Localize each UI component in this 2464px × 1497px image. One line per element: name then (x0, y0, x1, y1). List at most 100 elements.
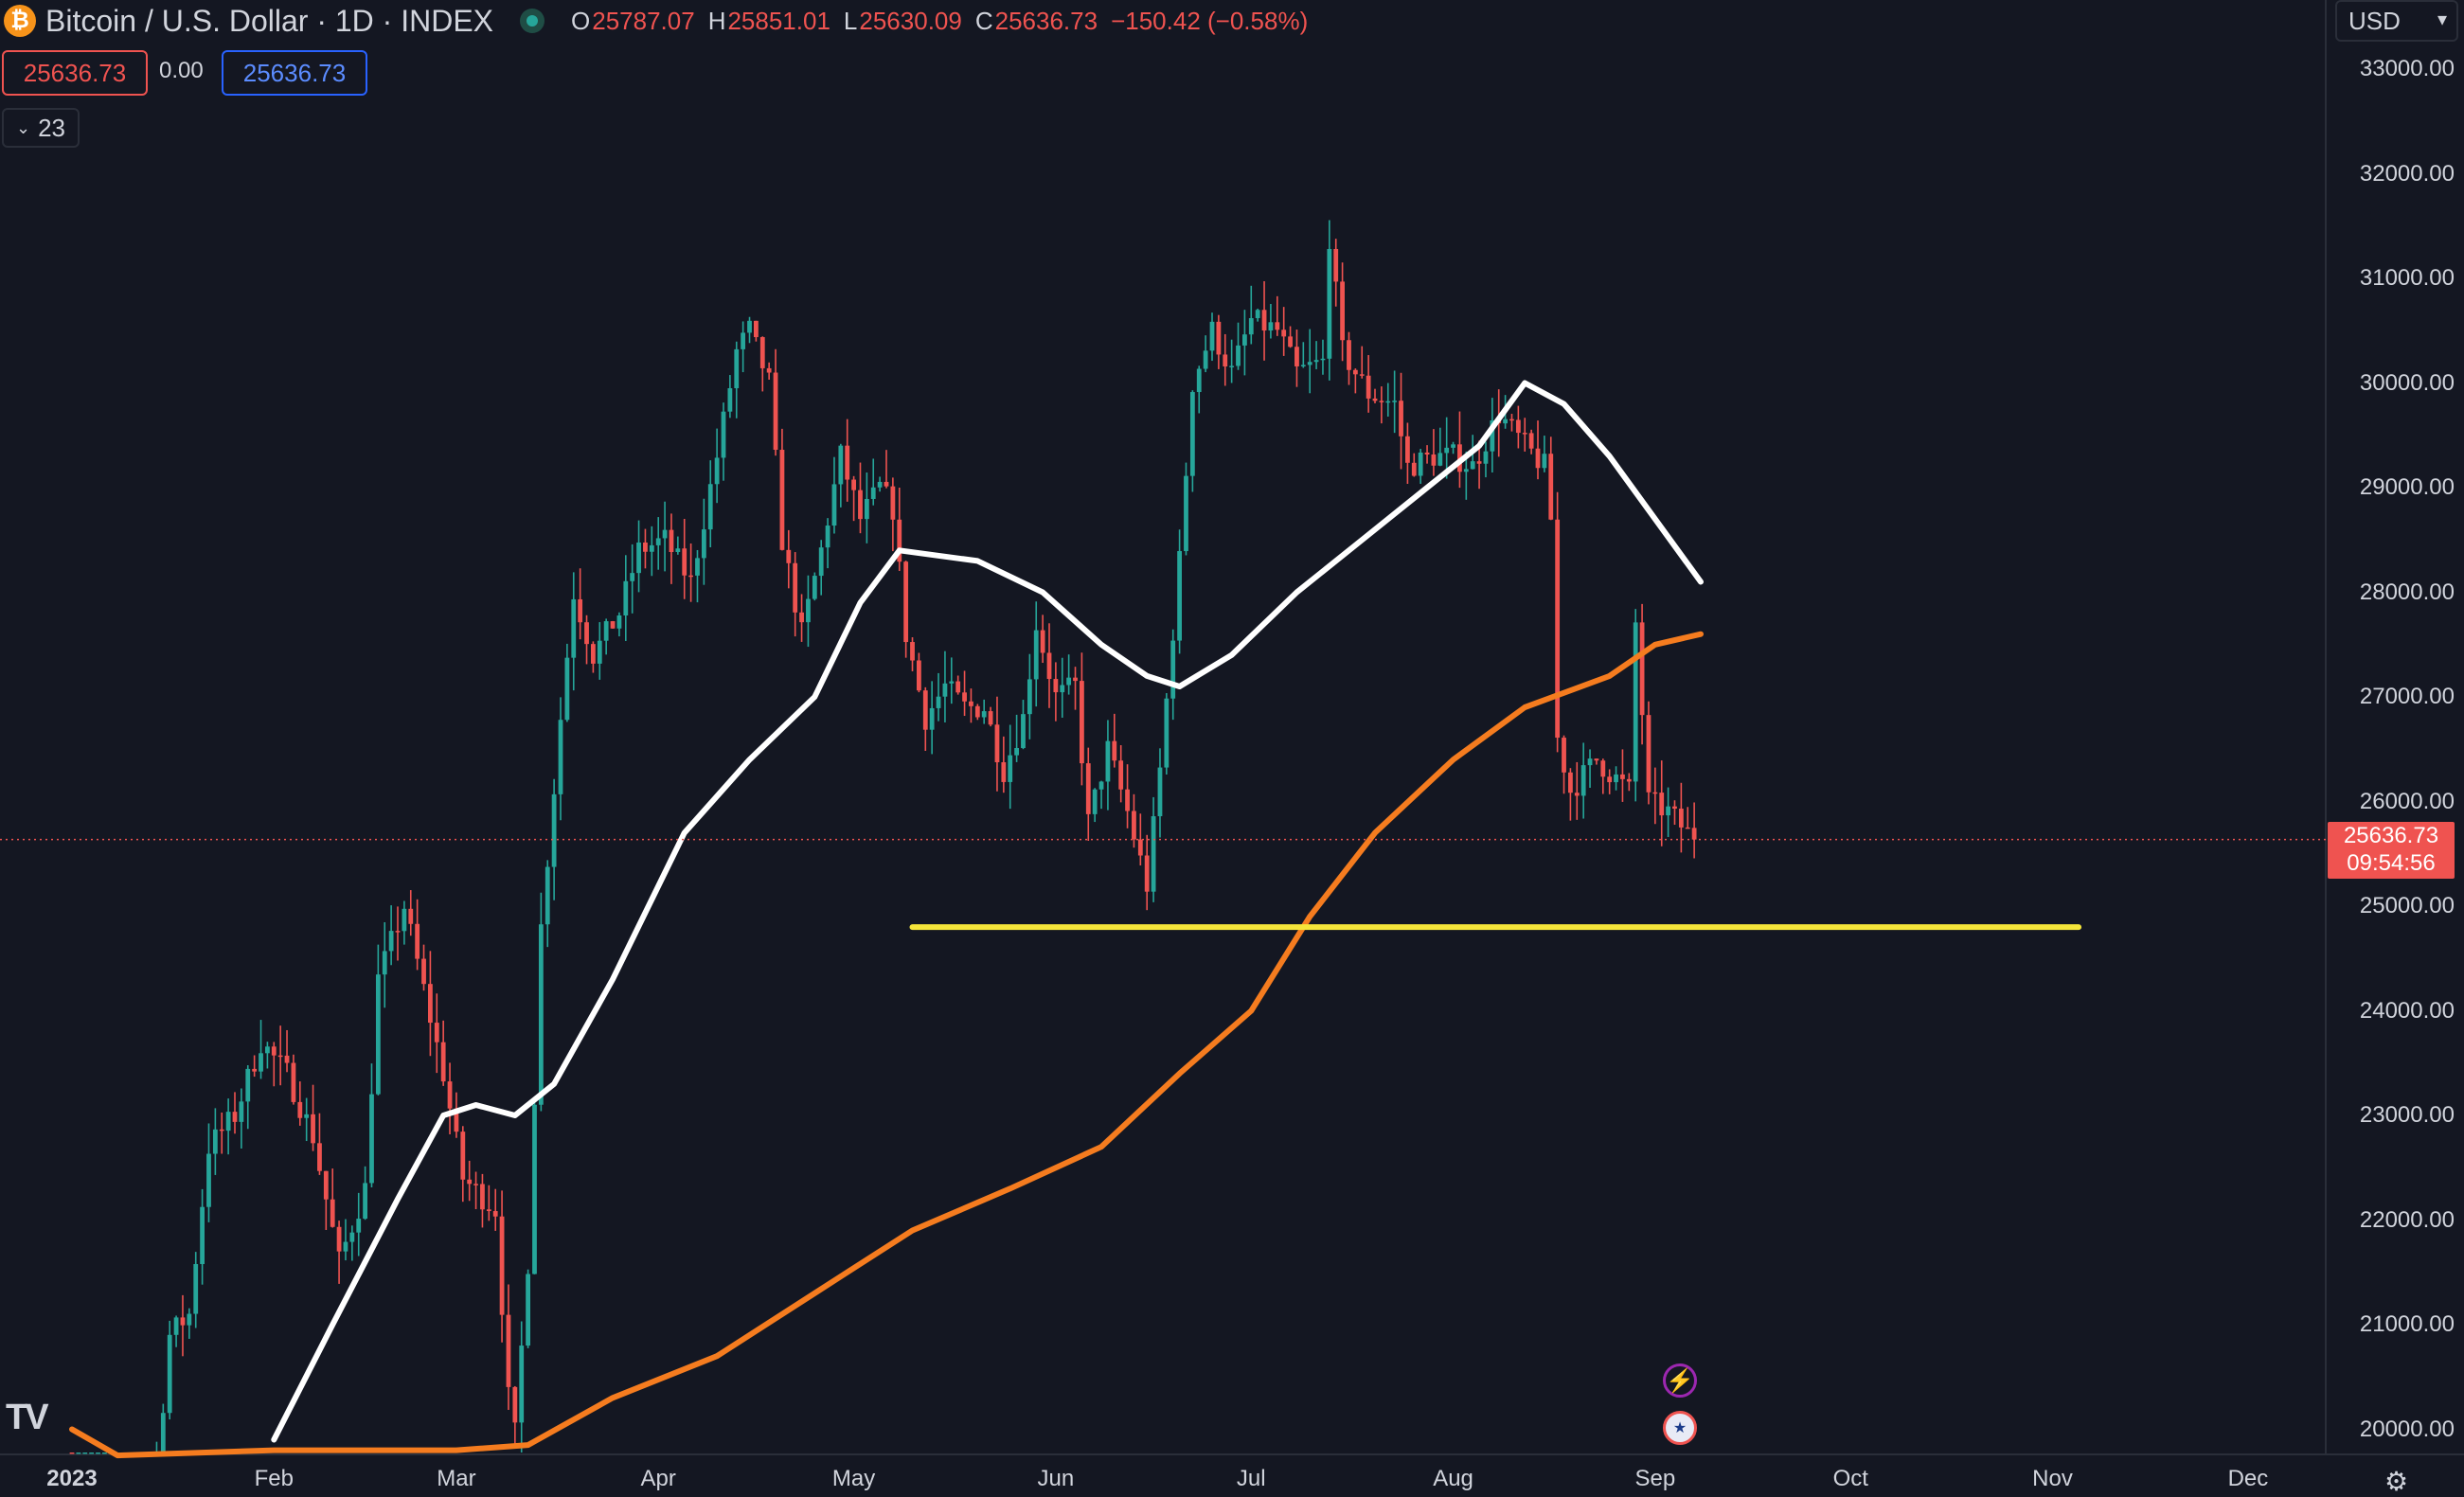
sell-price-button[interactable]: 25636.73 (2, 50, 148, 96)
time-tick-label: Sep (1634, 1466, 1676, 1491)
symbol-header: ₿ Bitcoin / U.S. Dollar · 1D · INDEX O 25… (0, 0, 1308, 42)
candle-body (265, 1046, 270, 1054)
candle-body (297, 1101, 303, 1118)
candle-body (76, 1452, 81, 1454)
price-tick-label: 26000.00 (2359, 788, 2455, 814)
candle-body (643, 542, 648, 552)
price-tick-label: 25000.00 (2359, 893, 2455, 918)
time-tick-label: Dec (2227, 1466, 2269, 1491)
time-tick-label: Feb (254, 1466, 294, 1491)
candle-body (910, 642, 915, 661)
candle-body (1132, 811, 1136, 840)
candle-body (323, 1170, 329, 1200)
lightning-icon[interactable]: ⚡ (1663, 1363, 1697, 1398)
buy-price-button[interactable]: 25636.73 (222, 50, 367, 96)
candle-body (89, 1452, 95, 1454)
open-value: 25787.07 (592, 6, 695, 35)
candle-body (252, 1068, 258, 1072)
bar-countdown: 09:54:56 (2347, 850, 2436, 876)
candles-layer (69, 220, 1697, 1454)
time-tick-label: Mar (437, 1466, 476, 1491)
candle-body (1639, 622, 1645, 716)
candle-body (1431, 454, 1437, 466)
candle-body (277, 1055, 283, 1058)
candle-body (1275, 322, 1280, 330)
candle-body (519, 1346, 525, 1423)
candle-body (1060, 685, 1065, 693)
candle-body (1164, 698, 1170, 768)
symbol-title[interactable]: Bitcoin / U.S. Dollar · 1D · INDEX (45, 3, 493, 38)
candle-body (245, 1068, 251, 1102)
candle-body (929, 707, 935, 730)
price-tick-label: 21000.00 (2359, 1311, 2455, 1337)
candle-body (69, 1452, 75, 1454)
price-tick-label: 22000.00 (2359, 1206, 2455, 1233)
price-tick-label: 29000.00 (2359, 474, 2455, 500)
candle-body (1535, 448, 1541, 469)
time-tick-label: 2023 (46, 1466, 98, 1491)
time-tick-label: Nov (2032, 1466, 2073, 1491)
candle-body (1008, 755, 1013, 782)
currency-select[interactable]: USD ▾ (2335, 0, 2458, 42)
candle-body (402, 908, 407, 932)
settings-gear-icon[interactable]: ⚙ (2384, 1467, 2409, 1496)
tradingview-logo[interactable]: TV (6, 1398, 49, 1437)
candle-body (578, 598, 583, 623)
candle-body (1157, 767, 1163, 817)
candle-body (173, 1317, 179, 1335)
candle-body (499, 1216, 505, 1315)
candle-body (1509, 419, 1514, 421)
candle-body (922, 690, 928, 730)
candle-body (480, 1184, 485, 1210)
price-tick-label: 33000.00 (2359, 56, 2455, 81)
candle-body (1548, 454, 1554, 520)
candle-body (1352, 369, 1358, 375)
us-flag-icon[interactable]: ★ (1663, 1411, 1697, 1445)
candle-body (232, 1112, 238, 1122)
candle-body (942, 683, 948, 697)
candle-body (1691, 828, 1697, 840)
candle-body (1672, 806, 1677, 810)
candle-body (1281, 330, 1287, 337)
candle-body (1223, 354, 1228, 367)
candle-body (741, 332, 746, 349)
candle-body (786, 549, 792, 563)
candle-body (512, 1386, 518, 1423)
candle-body (1313, 360, 1319, 363)
candle-body (317, 1143, 322, 1171)
candle-body (1001, 762, 1007, 782)
candle-body (1080, 681, 1084, 764)
candle-body (1620, 774, 1625, 779)
candle-body (799, 612, 804, 623)
candle-body (636, 542, 641, 574)
indicators-toggle-button[interactable]: ⌄ 23 (2, 108, 80, 148)
candle-body (1405, 436, 1410, 463)
candle-body (551, 793, 557, 867)
candle-body (1014, 748, 1019, 756)
candle-body (454, 1108, 459, 1132)
caret-icon: ▾ (2437, 9, 2447, 30)
candle-body (395, 931, 401, 933)
candle-body (187, 1313, 192, 1326)
low-value: 25630.09 (859, 6, 962, 35)
candle-body (1646, 715, 1652, 793)
bitcoin-icon[interactable]: ₿ (4, 5, 36, 37)
candle-body (1189, 392, 1195, 476)
candle-body (714, 457, 720, 485)
candle-body (219, 1129, 224, 1132)
candle-body (375, 974, 381, 1095)
candle-body (936, 696, 941, 708)
candle-body (1027, 679, 1032, 715)
candle-body (330, 1199, 335, 1227)
candle-body (1451, 444, 1455, 448)
candle-body (225, 1112, 231, 1132)
candle-body (1685, 827, 1690, 829)
candle-body (838, 445, 844, 485)
candle-body (701, 529, 706, 559)
candle-body (440, 1042, 446, 1082)
market-status-icon[interactable] (520, 9, 545, 33)
candle-body (545, 866, 550, 925)
candle-body (1092, 789, 1098, 814)
